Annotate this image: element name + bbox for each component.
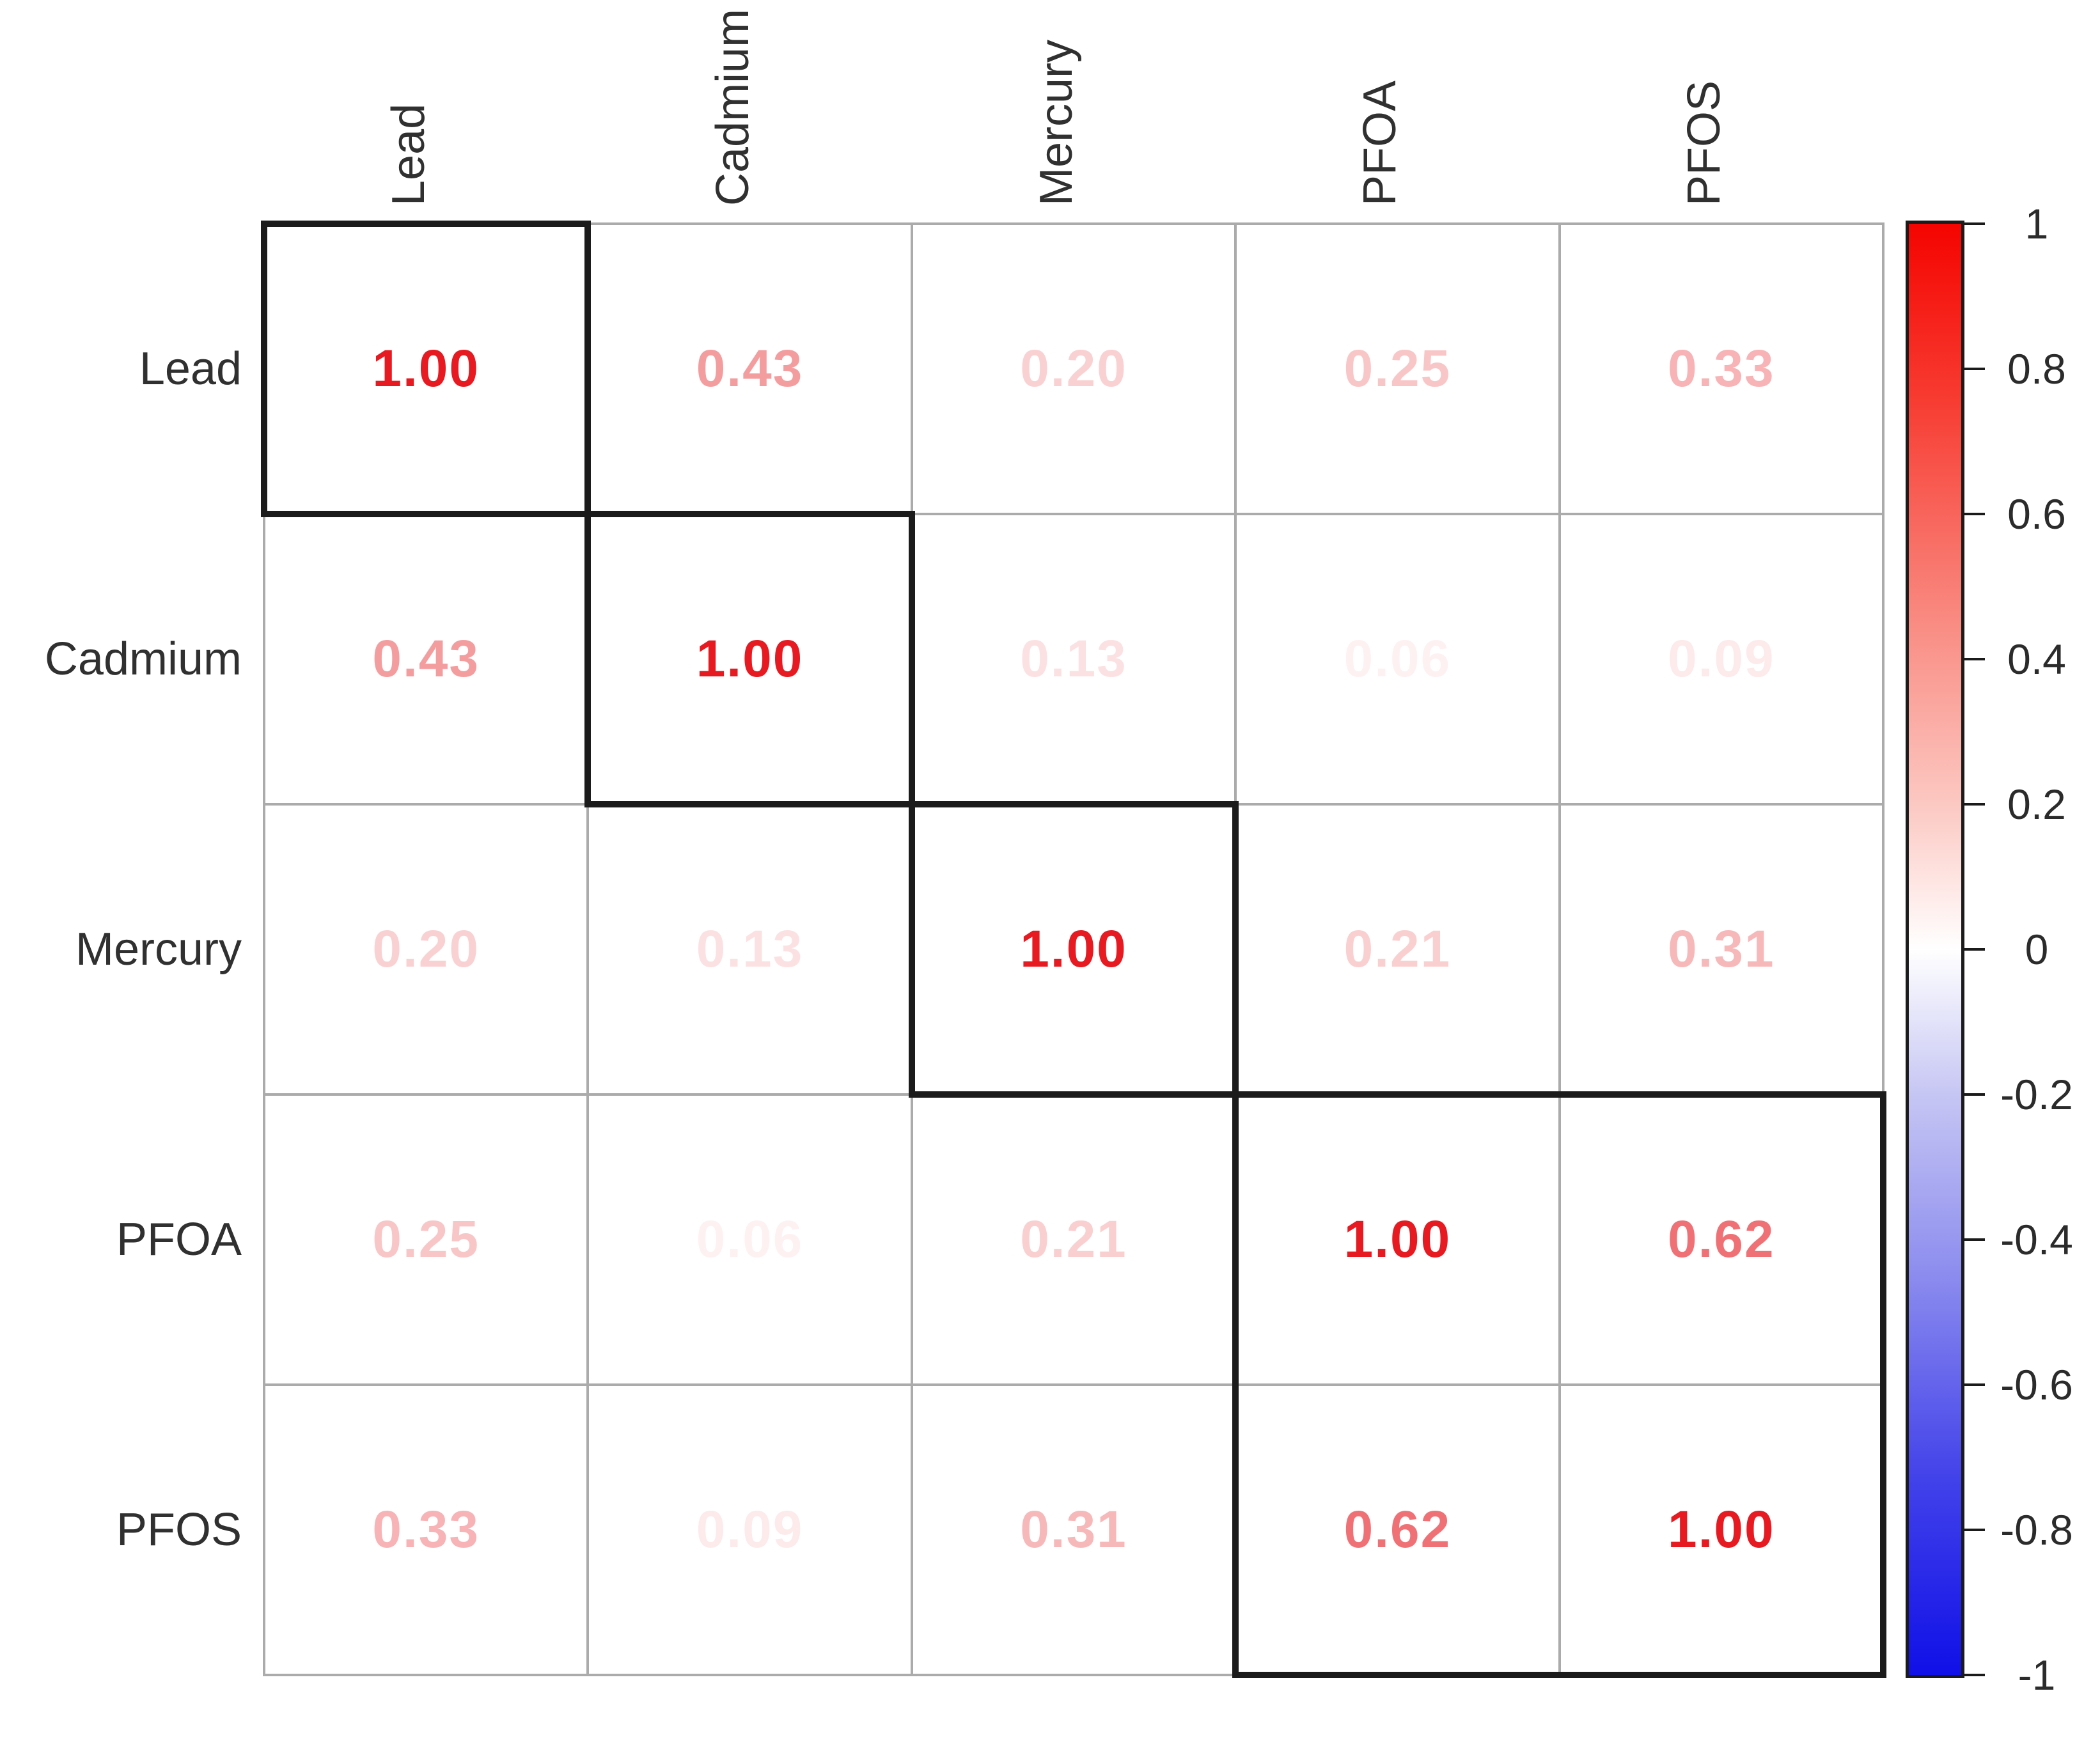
matrix-cell-pfoa-lead: 0.25 bbox=[372, 1210, 480, 1268]
colorbar-tick bbox=[1964, 368, 1985, 370]
colorbar-tick bbox=[1964, 1383, 1985, 1386]
matrix-cell-pfos-lead: 0.33 bbox=[372, 1500, 480, 1559]
matrix-cell-pfoa-pfos: 0.62 bbox=[1667, 1210, 1775, 1268]
row-label-mercury: Mercury bbox=[75, 924, 242, 975]
matrix-cell-mercury-mercury: 1.00 bbox=[1020, 920, 1127, 978]
colorbar-tick bbox=[1964, 658, 1985, 660]
matrix-cell-pfoa-pfoa: 1.00 bbox=[1344, 1210, 1452, 1268]
colorbar-tick-label: -0.2 bbox=[2000, 1071, 2073, 1118]
grid-line-horizontal bbox=[263, 1674, 1885, 1676]
matrix-cell-cadmium-cadmium: 1.00 bbox=[696, 630, 804, 688]
colorbar-tick bbox=[1964, 948, 1985, 951]
matrix-cell-lead-pfoa: 0.25 bbox=[1344, 339, 1452, 398]
colorbar-gradient bbox=[1906, 221, 1964, 1678]
row-label-pfos: PFOS bbox=[116, 1504, 242, 1555]
cluster-box bbox=[584, 511, 915, 807]
row-label-cadmium: Cadmium bbox=[44, 634, 242, 685]
matrix-cell-lead-cadmium: 0.43 bbox=[696, 339, 804, 398]
colorbar-tick-label: 0.2 bbox=[2007, 781, 2066, 828]
colorbar-tick-label: 0.4 bbox=[2007, 635, 2066, 683]
grid-line-vertical bbox=[1558, 222, 1561, 1676]
colorbar-tick-label: -0.6 bbox=[2000, 1361, 2073, 1408]
matrix-cell-cadmium-lead: 0.43 bbox=[372, 630, 480, 688]
colorbar-tick bbox=[1964, 803, 1985, 806]
col-label-pfos: PFOS bbox=[1678, 80, 1730, 206]
grid-line-vertical bbox=[586, 222, 590, 1676]
matrix-cell-lead-mercury: 0.20 bbox=[1020, 339, 1127, 398]
colorbar-tick bbox=[1964, 1238, 1985, 1241]
matrix-cell-mercury-pfos: 0.31 bbox=[1667, 920, 1775, 978]
matrix-cell-mercury-cadmium: 0.13 bbox=[696, 920, 804, 978]
matrix-cell-cadmium-pfos: 0.09 bbox=[1667, 630, 1775, 688]
grid-line-horizontal bbox=[263, 513, 1885, 515]
cluster-box bbox=[1232, 1091, 1886, 1678]
matrix-cell-pfos-mercury: 0.31 bbox=[1020, 1500, 1127, 1559]
colorbar-tick-label: 0 bbox=[2025, 926, 2049, 973]
colorbar-tick-label: 1 bbox=[2025, 200, 2049, 247]
col-label-cadmium: Cadmium bbox=[707, 8, 758, 206]
cluster-box bbox=[261, 221, 592, 517]
matrix-cell-pfos-pfoa: 0.62 bbox=[1344, 1500, 1452, 1559]
colorbar-tick bbox=[1964, 1674, 1985, 1676]
colorbar-tick-label: -0.8 bbox=[2000, 1506, 2073, 1554]
matrix-cell-lead-lead: 1.00 bbox=[372, 339, 480, 398]
grid-line-vertical bbox=[1882, 222, 1885, 1676]
matrix-cell-pfoa-mercury: 0.21 bbox=[1020, 1210, 1127, 1268]
matrix-cell-mercury-lead: 0.20 bbox=[372, 920, 480, 978]
colorbar-tick-label: 0.6 bbox=[2007, 490, 2066, 538]
matrix-cell-cadmium-mercury: 0.13 bbox=[1020, 630, 1127, 688]
grid-line-vertical bbox=[263, 222, 265, 1676]
grid-line-horizontal bbox=[263, 1383, 1885, 1386]
row-label-pfoa: PFOA bbox=[116, 1214, 242, 1265]
matrix-cell-pfoa-cadmium: 0.06 bbox=[696, 1210, 804, 1268]
col-label-mercury: Mercury bbox=[1031, 39, 1082, 206]
colorbar-tick bbox=[1964, 1093, 1985, 1096]
colorbar-tick-label: -1 bbox=[2018, 1651, 2056, 1699]
matrix-cell-pfos-cadmium: 0.09 bbox=[696, 1500, 804, 1559]
colorbar-tick bbox=[1964, 222, 1985, 225]
col-label-pfoa: PFOA bbox=[1354, 80, 1406, 206]
cluster-box bbox=[908, 801, 1239, 1098]
colorbar-tick bbox=[1964, 513, 1985, 515]
grid-line-horizontal bbox=[263, 222, 1885, 225]
col-label-lead: Lead bbox=[383, 103, 435, 206]
colorbar-tick-label: -0.4 bbox=[2000, 1216, 2073, 1263]
colorbar-tick-label: 0.8 bbox=[2007, 345, 2066, 393]
row-label-lead: Lead bbox=[139, 343, 242, 394]
matrix-cell-cadmium-pfoa: 0.06 bbox=[1344, 630, 1452, 688]
matrix-cell-lead-pfos: 0.33 bbox=[1667, 339, 1775, 398]
colorbar-tick bbox=[1964, 1529, 1985, 1531]
matrix-cell-mercury-pfoa: 0.21 bbox=[1344, 920, 1452, 978]
matrix-cell-pfos-pfos: 1.00 bbox=[1667, 1500, 1775, 1559]
